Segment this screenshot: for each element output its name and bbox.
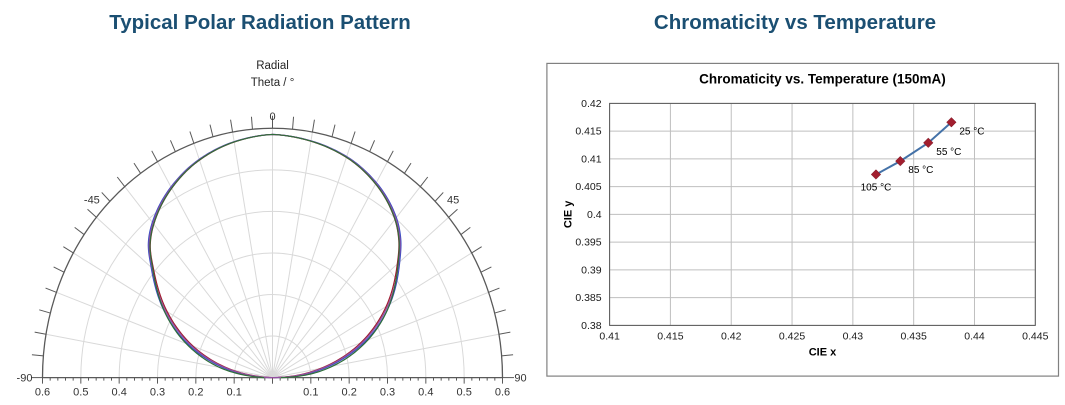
svg-text:Chromaticity vs. Temperature: Chromaticity vs. Temperature (150mA): [699, 71, 946, 86]
svg-text:0.6: 0.6: [35, 387, 50, 399]
svg-text:-90: -90: [17, 373, 33, 385]
svg-text:0.6: 0.6: [495, 387, 510, 399]
svg-text:Radial: Radial: [256, 60, 289, 72]
svg-text:0.3: 0.3: [150, 387, 165, 399]
svg-text:0.445: 0.445: [1022, 330, 1048, 342]
svg-text:0.405: 0.405: [575, 181, 601, 193]
svg-text:0.4: 0.4: [418, 387, 433, 399]
svg-text:0.43: 0.43: [843, 330, 864, 342]
svg-text:0.425: 0.425: [779, 330, 805, 342]
svg-text:0.385: 0.385: [575, 292, 601, 304]
svg-text:0.1: 0.1: [303, 387, 318, 399]
svg-text:CIE y: CIE y: [563, 200, 575, 228]
svg-text:0.42: 0.42: [721, 330, 742, 342]
svg-text:0.42: 0.42: [581, 98, 602, 110]
svg-text:-45: -45: [84, 194, 100, 206]
svg-text:55 °C: 55 °C: [936, 147, 961, 158]
svg-text:90: 90: [514, 373, 526, 385]
svg-text:0.3: 0.3: [380, 387, 395, 399]
svg-text:0.38: 0.38: [581, 320, 602, 332]
svg-text:0.1: 0.1: [227, 387, 242, 399]
svg-text:0.4: 0.4: [587, 209, 602, 221]
svg-text:0.41: 0.41: [599, 330, 620, 342]
svg-text:0.415: 0.415: [657, 330, 683, 342]
svg-text:0.41: 0.41: [581, 153, 602, 165]
svg-text:0.415: 0.415: [575, 126, 601, 138]
svg-text:0.5: 0.5: [73, 387, 88, 399]
svg-text:105 °C: 105 °C: [861, 182, 892, 193]
svg-text:0.44: 0.44: [964, 330, 985, 342]
svg-text:85 °C: 85 °C: [908, 165, 933, 176]
svg-text:0.2: 0.2: [342, 387, 357, 399]
svg-text:0.435: 0.435: [901, 330, 927, 342]
svg-text:CIE x: CIE x: [809, 346, 837, 358]
svg-text:0.39: 0.39: [581, 264, 602, 276]
svg-text:0.5: 0.5: [457, 387, 472, 399]
svg-text:0.2: 0.2: [188, 387, 203, 399]
svg-text:0.4: 0.4: [112, 387, 127, 399]
svg-text:0: 0: [269, 111, 275, 123]
svg-text:45: 45: [447, 194, 459, 206]
svg-text:Theta / °: Theta / °: [251, 77, 295, 89]
svg-text:25 °C: 25 °C: [959, 126, 984, 137]
svg-text:0.395: 0.395: [575, 237, 601, 249]
